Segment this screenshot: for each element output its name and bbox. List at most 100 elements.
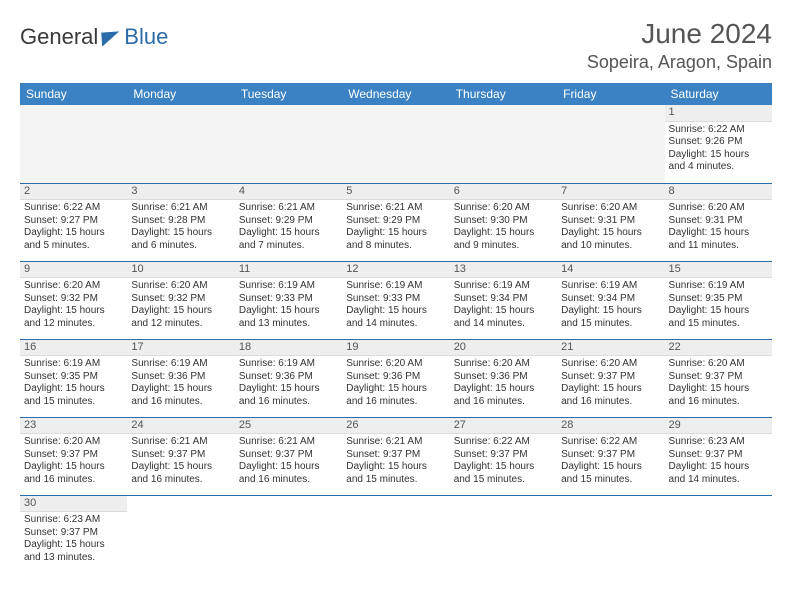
- sunrise-line: Sunrise: 6:23 AM: [24, 514, 123, 527]
- calendar-cell: [127, 105, 234, 183]
- sunrise-line: Sunrise: 6:20 AM: [561, 358, 660, 371]
- calendar-cell: 7Sunrise: 6:20 AMSunset: 9:31 PMDaylight…: [557, 183, 664, 261]
- day-number: 29: [665, 418, 772, 435]
- daylight-line: Daylight: 15 hours and 16 minutes.: [239, 383, 338, 408]
- calendar-cell: 26Sunrise: 6:21 AMSunset: 9:37 PMDayligh…: [342, 417, 449, 495]
- daylight-line: Daylight: 15 hours and 16 minutes.: [131, 461, 230, 486]
- sunrise-line: Sunrise: 6:20 AM: [454, 358, 553, 371]
- daylight-line: Daylight: 15 hours and 15 minutes.: [561, 461, 660, 486]
- calendar-cell: [450, 495, 557, 573]
- sunset-line: Sunset: 9:33 PM: [346, 293, 445, 306]
- sunrise-line: Sunrise: 6:19 AM: [131, 358, 230, 371]
- calendar-cell: 30Sunrise: 6:23 AMSunset: 9:37 PMDayligh…: [20, 495, 127, 573]
- sunrise-line: Sunrise: 6:19 AM: [239, 280, 338, 293]
- calendar-cell: 25Sunrise: 6:21 AMSunset: 9:37 PMDayligh…: [235, 417, 342, 495]
- col-thursday: Thursday: [450, 83, 557, 105]
- day-number: 28: [557, 418, 664, 435]
- logo-text-2: Blue: [124, 24, 168, 50]
- calendar-cell: 19Sunrise: 6:20 AMSunset: 9:36 PMDayligh…: [342, 339, 449, 417]
- calendar-cell: 11Sunrise: 6:19 AMSunset: 9:33 PMDayligh…: [235, 261, 342, 339]
- calendar-week: 2Sunrise: 6:22 AMSunset: 9:27 PMDaylight…: [20, 183, 772, 261]
- daylight-line: Daylight: 15 hours and 15 minutes.: [454, 461, 553, 486]
- sunset-line: Sunset: 9:35 PM: [24, 371, 123, 384]
- daylight-line: Daylight: 15 hours and 7 minutes.: [239, 227, 338, 252]
- daylight-line: Daylight: 15 hours and 11 minutes.: [669, 227, 768, 252]
- calendar-cell: 20Sunrise: 6:20 AMSunset: 9:36 PMDayligh…: [450, 339, 557, 417]
- title-block: June 2024 Sopeira, Aragon, Spain: [587, 18, 772, 73]
- sunset-line: Sunset: 9:33 PM: [239, 293, 338, 306]
- sunset-line: Sunset: 9:37 PM: [561, 449, 660, 462]
- day-number: 8: [665, 184, 772, 201]
- daylight-line: Daylight: 15 hours and 12 minutes.: [24, 305, 123, 330]
- daylight-line: Daylight: 15 hours and 10 minutes.: [561, 227, 660, 252]
- calendar-week: 9Sunrise: 6:20 AMSunset: 9:32 PMDaylight…: [20, 261, 772, 339]
- day-number: 15: [665, 262, 772, 279]
- calendar-cell: 6Sunrise: 6:20 AMSunset: 9:30 PMDaylight…: [450, 183, 557, 261]
- calendar-cell: 10Sunrise: 6:20 AMSunset: 9:32 PMDayligh…: [127, 261, 234, 339]
- sunset-line: Sunset: 9:29 PM: [239, 215, 338, 228]
- calendar-cell: 18Sunrise: 6:19 AMSunset: 9:36 PMDayligh…: [235, 339, 342, 417]
- day-number: 13: [450, 262, 557, 279]
- sunrise-line: Sunrise: 6:21 AM: [239, 436, 338, 449]
- daylight-line: Daylight: 15 hours and 16 minutes.: [561, 383, 660, 408]
- daylight-line: Daylight: 15 hours and 15 minutes.: [24, 383, 123, 408]
- calendar-cell: 22Sunrise: 6:20 AMSunset: 9:37 PMDayligh…: [665, 339, 772, 417]
- sunset-line: Sunset: 9:37 PM: [24, 449, 123, 462]
- sunrise-line: Sunrise: 6:20 AM: [24, 436, 123, 449]
- calendar-cell: 2Sunrise: 6:22 AMSunset: 9:27 PMDaylight…: [20, 183, 127, 261]
- calendar-cell: [127, 495, 234, 573]
- calendar-cell: 28Sunrise: 6:22 AMSunset: 9:37 PMDayligh…: [557, 417, 664, 495]
- day-number: 21: [557, 340, 664, 357]
- sunrise-line: Sunrise: 6:19 AM: [561, 280, 660, 293]
- sunrise-line: Sunrise: 6:22 AM: [669, 124, 768, 137]
- sunrise-line: Sunrise: 6:20 AM: [454, 202, 553, 215]
- sunrise-line: Sunrise: 6:19 AM: [239, 358, 338, 371]
- sunset-line: Sunset: 9:28 PM: [131, 215, 230, 228]
- calendar-table: Sunday Monday Tuesday Wednesday Thursday…: [20, 83, 772, 573]
- day-number: 10: [127, 262, 234, 279]
- calendar-cell: 3Sunrise: 6:21 AMSunset: 9:28 PMDaylight…: [127, 183, 234, 261]
- sunset-line: Sunset: 9:29 PM: [346, 215, 445, 228]
- sunset-line: Sunset: 9:37 PM: [24, 527, 123, 540]
- sunset-line: Sunset: 9:32 PM: [24, 293, 123, 306]
- sunrise-line: Sunrise: 6:20 AM: [669, 358, 768, 371]
- daylight-line: Daylight: 15 hours and 4 minutes.: [669, 149, 768, 174]
- calendar-cell: [235, 495, 342, 573]
- day-number: 25: [235, 418, 342, 435]
- day-number: 3: [127, 184, 234, 201]
- sunset-line: Sunset: 9:36 PM: [346, 371, 445, 384]
- calendar-cell: 23Sunrise: 6:20 AMSunset: 9:37 PMDayligh…: [20, 417, 127, 495]
- calendar-cell: 12Sunrise: 6:19 AMSunset: 9:33 PMDayligh…: [342, 261, 449, 339]
- sunrise-line: Sunrise: 6:19 AM: [454, 280, 553, 293]
- daylight-line: Daylight: 15 hours and 5 minutes.: [24, 227, 123, 252]
- sunrise-line: Sunrise: 6:20 AM: [24, 280, 123, 293]
- calendar-cell: [665, 495, 772, 573]
- sunrise-line: Sunrise: 6:19 AM: [346, 280, 445, 293]
- calendar-cell: 13Sunrise: 6:19 AMSunset: 9:34 PMDayligh…: [450, 261, 557, 339]
- col-tuesday: Tuesday: [235, 83, 342, 105]
- daylight-line: Daylight: 15 hours and 9 minutes.: [454, 227, 553, 252]
- sunset-line: Sunset: 9:34 PM: [561, 293, 660, 306]
- logo: General Blue: [20, 24, 168, 50]
- day-number: 12: [342, 262, 449, 279]
- day-number: 23: [20, 418, 127, 435]
- calendar-cell: [342, 105, 449, 183]
- daylight-line: Daylight: 15 hours and 8 minutes.: [346, 227, 445, 252]
- daylight-line: Daylight: 15 hours and 12 minutes.: [131, 305, 230, 330]
- daylight-line: Daylight: 15 hours and 15 minutes.: [561, 305, 660, 330]
- calendar-cell: 24Sunrise: 6:21 AMSunset: 9:37 PMDayligh…: [127, 417, 234, 495]
- calendar-cell: 21Sunrise: 6:20 AMSunset: 9:37 PMDayligh…: [557, 339, 664, 417]
- day-number: 11: [235, 262, 342, 279]
- calendar-cell: [342, 495, 449, 573]
- calendar-cell: [557, 105, 664, 183]
- sunrise-line: Sunrise: 6:20 AM: [131, 280, 230, 293]
- sunset-line: Sunset: 9:37 PM: [346, 449, 445, 462]
- daylight-line: Daylight: 15 hours and 16 minutes.: [454, 383, 553, 408]
- flag-icon: [102, 31, 121, 46]
- sunrise-line: Sunrise: 6:22 AM: [24, 202, 123, 215]
- sunset-line: Sunset: 9:36 PM: [454, 371, 553, 384]
- day-number: 5: [342, 184, 449, 201]
- calendar-week: 30Sunrise: 6:23 AMSunset: 9:37 PMDayligh…: [20, 495, 772, 573]
- sunset-line: Sunset: 9:37 PM: [131, 449, 230, 462]
- day-number: 24: [127, 418, 234, 435]
